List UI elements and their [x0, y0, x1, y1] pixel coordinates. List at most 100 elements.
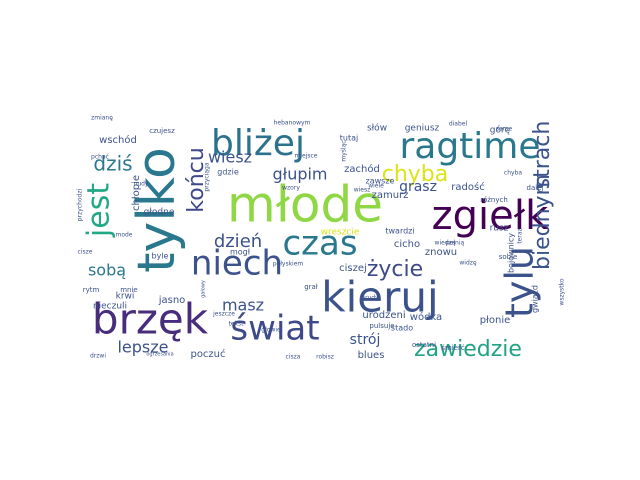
cloud-word: pełnią — [446, 240, 465, 247]
cloud-word: zawiedzie — [414, 337, 522, 362]
cloud-word: wiesz — [354, 187, 371, 194]
cloud-word: przychodzi — [77, 188, 84, 221]
cloud-word: zamurz — [372, 190, 409, 201]
cloud-word: gałowy — [201, 280, 207, 298]
cloud-word: cisze — [78, 249, 93, 256]
cloud-word: nudy — [134, 181, 149, 188]
cloud-word: brudy — [361, 295, 379, 302]
cloud-word: mnie — [120, 286, 138, 294]
cloud-background — [80, 118, 560, 360]
cloud-word: pchać — [91, 154, 109, 161]
cloud-word: głowie — [261, 327, 281, 334]
cloud-word: teraz — [517, 228, 524, 243]
cloud-word: urodzeni — [362, 310, 405, 321]
cloud-word: ogrzesania — [146, 352, 173, 358]
cloud-word: strój — [350, 332, 381, 348]
cloud-word: zachód — [344, 163, 380, 175]
cloud-word: bliżej — [211, 123, 305, 164]
cloud-word: jest — [82, 183, 117, 238]
cloud-word: stado — [391, 324, 413, 333]
cloud-word: głupim — [272, 165, 327, 184]
cloud-word: gwiazd — [531, 285, 540, 313]
cloud-word: strach — [530, 121, 555, 190]
cloud-word: świat — [230, 309, 319, 349]
cloud-word: wiesz — [208, 148, 252, 167]
cloud-word: radość — [451, 181, 484, 193]
cloud-word: bojownicy — [507, 233, 516, 273]
cloud-word: robisz — [316, 354, 334, 361]
cloud-word: śmierć — [441, 344, 464, 352]
cloud-word: dalej — [527, 184, 544, 192]
cloud-word: myśląc — [341, 140, 348, 161]
cloud-word: mode — [115, 232, 132, 239]
cloud-word: miejsce — [295, 153, 318, 160]
cloud-word: same — [496, 126, 513, 133]
cloud-word: górę — [490, 125, 511, 136]
cloud-word: chyba — [382, 162, 449, 187]
cloud-word: blues — [358, 350, 385, 361]
cloud-word: dzień — [214, 231, 262, 252]
cloud-word: poczuć — [190, 348, 225, 360]
cloud-word: wschód — [99, 134, 137, 146]
cloud-word: płonie — [480, 315, 511, 326]
cloud-word: znowu — [425, 247, 457, 258]
cloud-word: cicho — [394, 239, 420, 250]
cloud-word: czas — [282, 224, 357, 264]
cloud-word: brzęk — [92, 295, 209, 344]
cloud-word: czujesz — [149, 127, 175, 135]
word-group: młode tylko kieruj brzęk zgiełk ragtime bliżej… — [77, 115, 566, 363]
cloud-word: zgiełk — [432, 193, 549, 239]
cloud-word: gdzie — [217, 168, 239, 177]
cloud-word: grasz — [399, 179, 437, 195]
cloud-word: sobą — [88, 261, 126, 280]
cloud-word: chłopie — [131, 175, 142, 211]
cloud-word: drzwi — [90, 353, 106, 360]
cloud-word: twardzi — [385, 227, 414, 236]
cloud-word: cisza — [286, 354, 301, 361]
cloud-word: różnych — [480, 196, 508, 204]
cloud-word: tylko — [127, 147, 187, 273]
cloud-word: ciszej — [339, 263, 367, 274]
cloud-word: zawsze — [366, 177, 395, 186]
cloud-word: chyba — [504, 170, 522, 177]
cloud-word: połyskiem — [273, 261, 304, 268]
cloud-word: wreszcie — [321, 228, 360, 238]
cloud-word: głodne — [144, 208, 175, 218]
cloud-word: ragtime — [399, 126, 540, 167]
cloud-word: masz — [222, 296, 264, 315]
cloud-word: życie — [367, 257, 423, 282]
cloud-word: grał — [304, 283, 318, 291]
cloud-word: tutaj — [340, 134, 358, 143]
cloud-word: hebanowym — [274, 120, 311, 127]
cloud-word: jeszcze — [212, 311, 235, 318]
cloud-word: końcu — [184, 147, 209, 212]
cloud-word: przyciąga — [204, 162, 211, 191]
cloud-word: pulsuje — [369, 322, 394, 330]
cloud-word: wszystko — [559, 278, 566, 305]
cloud-word: diabel — [449, 121, 468, 128]
cloud-word: zmianę — [91, 115, 113, 122]
cloud-word: wzory — [282, 185, 300, 192]
cloud-word: wiele — [368, 183, 384, 190]
cloud-word: tylu — [498, 246, 542, 318]
cloud-word: sobie — [499, 253, 518, 261]
cloud-word: mogł — [230, 248, 251, 257]
cloud-word: widzę — [459, 260, 477, 267]
cloud-word: dziś — [93, 152, 132, 176]
cloud-word: słów — [367, 123, 387, 134]
cloud-word: ostatni — [412, 341, 436, 349]
cloud-word: krwi — [116, 292, 135, 302]
cloud-word: wiedzą — [435, 240, 456, 247]
cloud-word: wódka — [410, 311, 442, 323]
cloud-word: byle — [152, 252, 169, 261]
cloud-word: niech — [191, 244, 283, 284]
cloud-word: tekst — [229, 321, 245, 328]
cloud-word: kieruj — [321, 273, 438, 322]
cloud-word: biednym — [530, 174, 555, 270]
cloud-word: geniusz — [405, 124, 440, 134]
cloud-word: młode — [227, 176, 383, 234]
cloud-word: nieczuli — [93, 302, 127, 312]
cloud-word: jasno — [158, 295, 186, 306]
cloud-word: lepsze — [117, 338, 168, 357]
